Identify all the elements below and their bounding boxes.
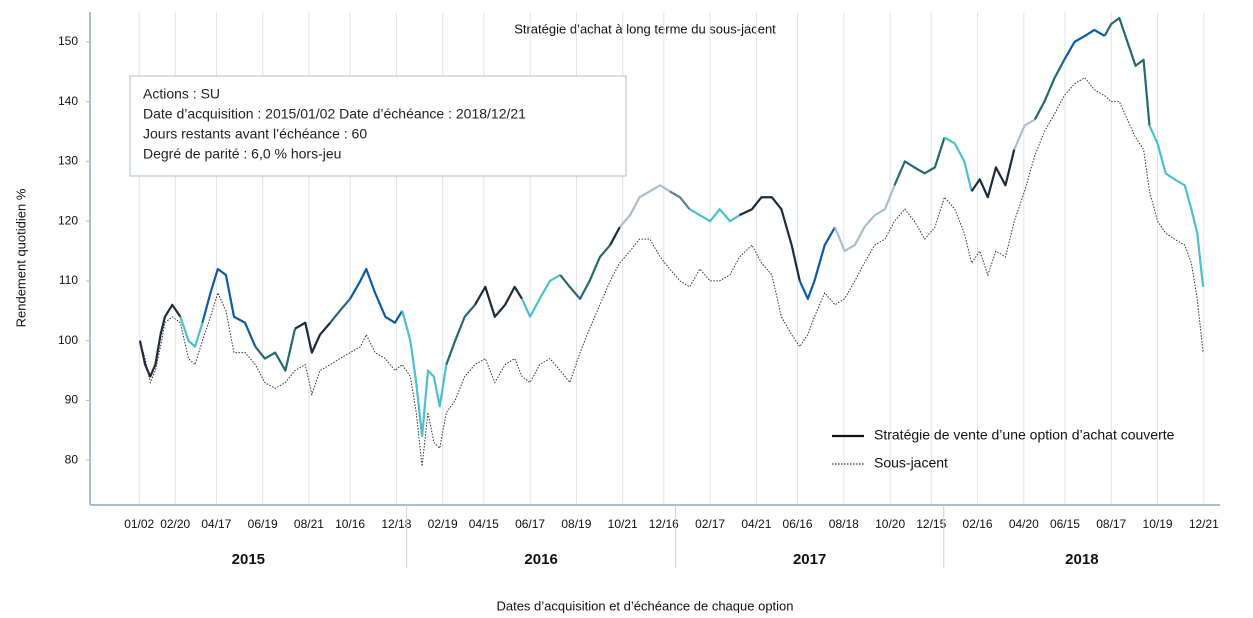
x-tick-label: 04/20 (1009, 517, 1039, 531)
x-tick-label: 08/21 (294, 517, 324, 531)
x-tick-label: 06/16 (783, 517, 813, 531)
x-tick-label: 01/02 (124, 517, 154, 531)
annotation-box (129, 75, 627, 177)
line-segment (1013, 118, 1036, 150)
x-tick-label: 02/19 (428, 517, 458, 531)
line-segment (739, 196, 801, 282)
line-segment (445, 304, 476, 365)
y-tick-label: 130 (58, 154, 78, 168)
x-tick-label: 12/16 (649, 517, 679, 531)
line-segment (294, 321, 332, 354)
line-segment (618, 184, 671, 228)
line-segment (798, 226, 836, 300)
x-tick-label: 04/17 (201, 517, 231, 531)
x-tick-label: 10/20 (875, 517, 905, 531)
x-tick-label: 06/15 (1050, 517, 1080, 531)
annotation-line: Date d’acquisition : 2015/01/02 Date d’é… (143, 106, 526, 122)
line-segment (474, 285, 523, 318)
annotation-line: Jours restants avant l’échéance : 60 (143, 126, 367, 142)
annotation-line: Actions : SU (143, 86, 220, 102)
x-group-label: 2015 (232, 551, 265, 568)
line-segment (893, 137, 946, 186)
x-tick-label: 12/18 (381, 517, 411, 531)
line-segment (201, 267, 257, 348)
x-tick-label: 08/17 (1096, 517, 1126, 531)
line-segment (179, 316, 204, 348)
y-tick-label: 80 (65, 452, 79, 466)
x-group-label: 2018 (1065, 551, 1098, 568)
line-segment (254, 328, 297, 372)
x-tick-label: 12/15 (916, 517, 946, 531)
line-segment (1148, 125, 1205, 288)
chart-title: Stratégie d’achat à long terme du sous-j… (514, 21, 776, 36)
x-tick-label: 02/16 (963, 517, 993, 531)
x-tick-label: 10/19 (1143, 517, 1173, 531)
y-tick-label: 140 (58, 94, 78, 108)
x-tick-label: 04/15 (469, 517, 499, 531)
x-group-label: 2017 (793, 551, 826, 568)
x-tick-label: 12/21 (1189, 517, 1219, 531)
y-tick-label: 150 (58, 34, 78, 48)
x-tick-label: 10/21 (608, 517, 638, 531)
line-segment (521, 273, 561, 318)
x-tick-label: 04/21 (741, 517, 771, 531)
y-tick-label: 100 (58, 333, 78, 347)
line-segment (943, 136, 973, 192)
legend-label: Sous-jacent (874, 455, 948, 471)
line-segment (401, 310, 448, 438)
x-tick-label: 06/19 (248, 517, 278, 531)
y-tick-label: 90 (65, 393, 79, 407)
y-tick-label: 110 (59, 273, 78, 287)
line-segment (559, 244, 612, 300)
x-tick-label: 02/17 (695, 517, 725, 531)
line-segment (329, 298, 351, 324)
line-segment (1063, 28, 1106, 61)
annotation-line: Degré de parité : 6,0 % hors-jeu (143, 146, 341, 162)
line (139, 77, 1204, 467)
x-axis-label: Dates d’acquisition et d’échéance de cha… (496, 598, 793, 613)
x-tick-label: 06/17 (515, 517, 545, 531)
line-segment (609, 226, 621, 246)
x-tick-label: 08/19 (561, 517, 591, 531)
line-segment (138, 303, 182, 378)
x-tick-label: 02/20 (160, 517, 190, 531)
line-segment (1033, 59, 1066, 121)
line-segment (349, 267, 404, 324)
line-segment (669, 190, 691, 210)
y-tick-label: 120 (58, 213, 78, 227)
x-tick-label: 08/18 (829, 517, 859, 531)
line-segment (833, 184, 896, 253)
legend-label: Stratégie de vente d’une option d’achat … (874, 427, 1175, 443)
line-segment (1103, 16, 1151, 126)
x-tick-label: 10/16 (335, 517, 365, 531)
line-segment (970, 149, 1016, 199)
x-group-label: 2016 (524, 551, 557, 568)
y-axis-label: Rendement quotidien % (13, 188, 28, 327)
line-segment (688, 208, 741, 223)
